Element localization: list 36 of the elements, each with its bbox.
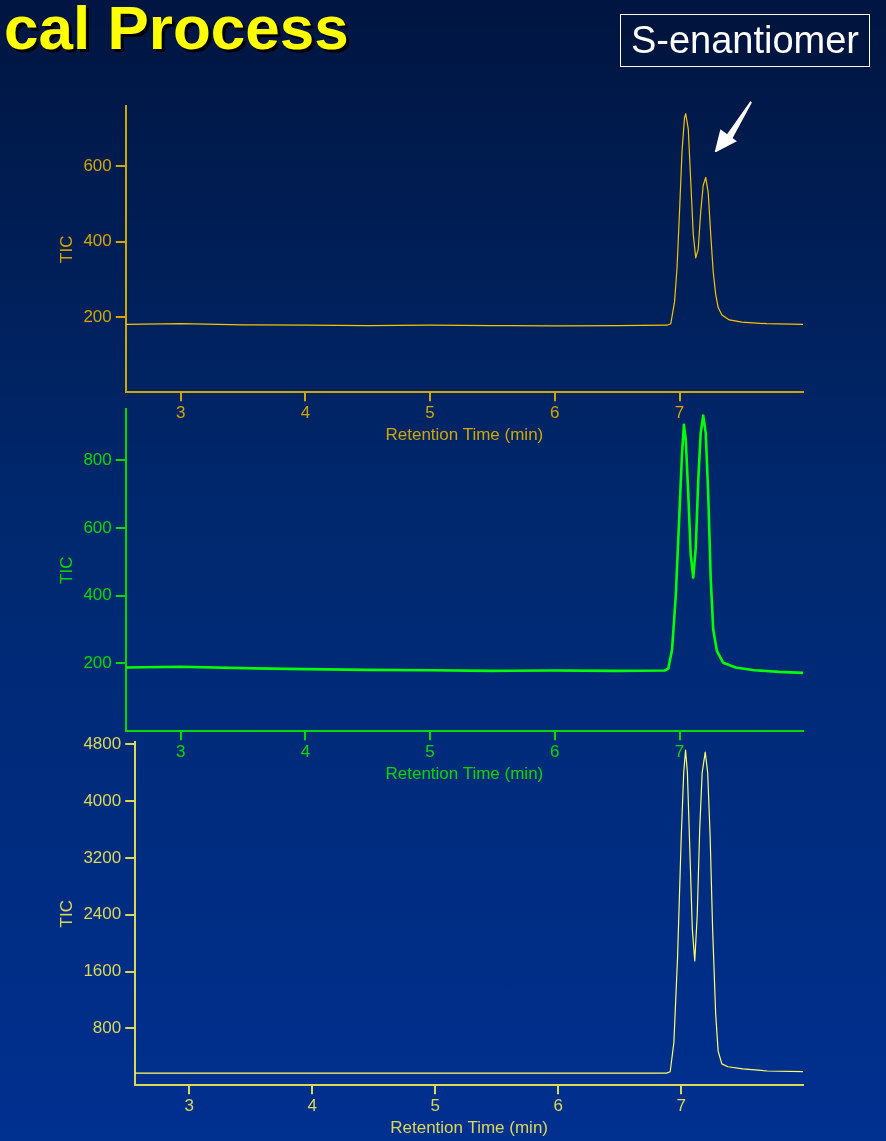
y-tick-label: 600 — [83, 156, 112, 176]
x-tick-label: 5 — [430, 1096, 441, 1116]
x-tick-label: 4 — [300, 403, 311, 423]
x-axis-title: Retention Time (min) — [385, 425, 544, 445]
y-tick-label: 600 — [83, 517, 112, 537]
x-tick-label: 7 — [674, 742, 685, 762]
x-tick-label: 6 — [550, 403, 560, 423]
y-tick-label: 2400 — [83, 904, 122, 924]
x-tick-label: 7 — [674, 403, 685, 423]
y-tick-label: 400 — [83, 231, 112, 251]
x-tick-label: 3 — [175, 742, 186, 762]
y-tick-label: 1600 — [83, 961, 122, 981]
y-tick-label: 200 — [83, 306, 112, 326]
x-tick-label: 3 — [175, 403, 186, 423]
y-tick-label: 4000 — [83, 790, 122, 810]
y-tick-label: 200 — [83, 653, 112, 673]
x-tick-label: 4 — [307, 1096, 318, 1116]
x-axis-title: Retention Time (min) — [390, 1118, 548, 1138]
x-tick-label: 6 — [550, 742, 560, 762]
text: S-enantiomer — [619, 14, 870, 67]
chart-title: cal Process — [4, 0, 349, 63]
x-tick-label: 4 — [300, 742, 311, 762]
y-tick-label: 3200 — [83, 847, 122, 867]
x-tick-label: 7 — [676, 1096, 686, 1116]
x-tick-label: 5 — [425, 403, 435, 423]
y-axis-title: TIC — [56, 235, 76, 263]
x-tick-label: 3 — [184, 1096, 195, 1116]
x-axis-title: Retention Time (min) — [385, 764, 544, 784]
y-axis-title: TIC — [56, 556, 76, 584]
y-tick-label: 400 — [83, 585, 112, 605]
y-tick-label: 800 — [83, 449, 112, 469]
x-tick-label: 5 — [425, 742, 435, 762]
y-tick-label: 800 — [92, 1018, 122, 1038]
x-tick-label: 6 — [553, 1096, 563, 1116]
y-tick-label: 4800 — [83, 734, 122, 754]
y-axis-title: TIC — [56, 900, 76, 928]
